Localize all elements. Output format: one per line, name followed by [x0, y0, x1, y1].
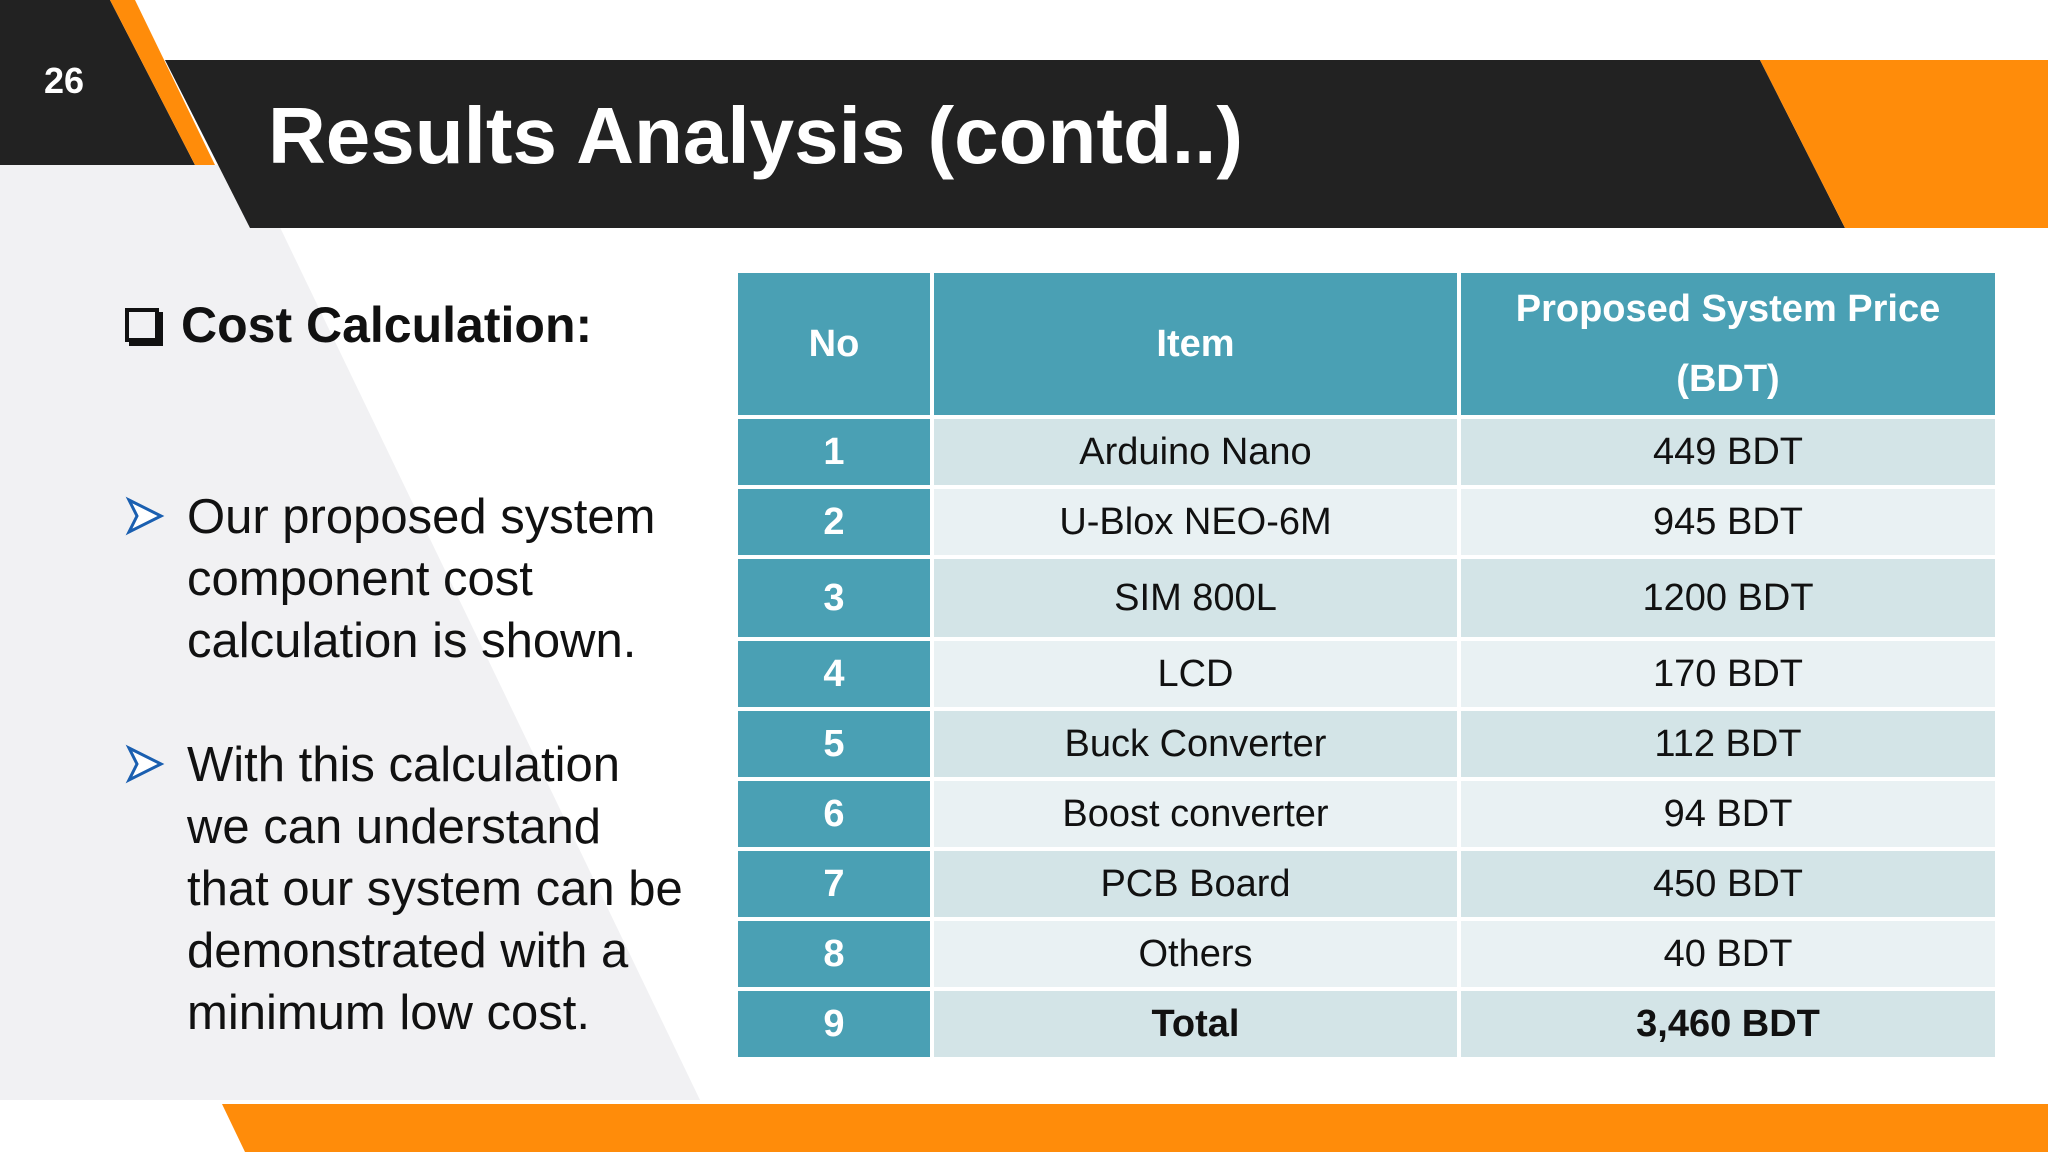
cell-price: 1200 BDT [1457, 555, 1999, 641]
arrow-bullet-icon [125, 496, 165, 536]
content-left: Cost Calculation: Our proposed system co… [125, 296, 685, 1044]
bottom-orange-bar [222, 1104, 2048, 1152]
cell-no: 3 [734, 555, 934, 641]
cell-item: Boost converter [930, 777, 1461, 851]
cell-no: 2 [734, 485, 934, 559]
cell-price: 170 BDT [1457, 637, 1999, 711]
corner-orange-stripe [110, 0, 215, 165]
title-bar [165, 60, 1845, 228]
table-row: 5 Buck Converter 112 BDT [734, 707, 1999, 781]
header-price: Proposed System Price (BDT) [1457, 269, 1999, 419]
title-orange-accent [1760, 60, 2048, 228]
cell-item: U-Blox NEO-6M [930, 485, 1461, 559]
cell-item: LCD [930, 637, 1461, 711]
header-item: Item [930, 269, 1461, 419]
cell-no: 8 [734, 917, 934, 991]
cell-item: Arduino Nano [930, 415, 1461, 489]
bullet-text: With this calculation we can understand … [187, 738, 683, 1040]
arrow-bullet-icon [125, 744, 165, 784]
header-no: No [734, 269, 934, 419]
table-header-row: No Item Proposed System Price (BDT) [734, 269, 1999, 419]
table-row: 8 Others 40 BDT [734, 917, 1999, 991]
cell-price: 945 BDT [1457, 485, 1999, 559]
cell-price: 3,460 BDT [1457, 987, 1999, 1061]
cell-no: 5 [734, 707, 934, 781]
cell-no: 7 [734, 847, 934, 921]
cost-table: No Item Proposed System Price (BDT) 1 Ar… [734, 269, 1999, 1061]
table-row: 6 Boost converter 94 BDT [734, 777, 1999, 851]
table-row: 3 SIM 800L 1200 BDT [734, 555, 1999, 641]
cell-price: 449 BDT [1457, 415, 1999, 489]
cell-no: 1 [734, 415, 934, 489]
cell-price: 112 BDT [1457, 707, 1999, 781]
bullet-item: With this calculation we can understand … [125, 734, 685, 1044]
cell-item: PCB Board [930, 847, 1461, 921]
bullet-text: Our proposed system component cost calcu… [187, 490, 656, 668]
table-total-row: 9 Total 3,460 BDT [734, 987, 1999, 1061]
bullet-item: Our proposed system component cost calcu… [125, 486, 685, 672]
corner-dark-block [0, 0, 195, 165]
cell-item: SIM 800L [930, 555, 1461, 641]
cell-price: 94 BDT [1457, 777, 1999, 851]
cell-price: 40 BDT [1457, 917, 1999, 991]
table-row: 2 U-Blox NEO-6M 945 BDT [734, 485, 1999, 559]
section-heading-text: Cost Calculation: [181, 297, 593, 353]
cell-item: Others [930, 917, 1461, 991]
cell-no: 4 [734, 637, 934, 711]
cell-price: 450 BDT [1457, 847, 1999, 921]
page-title: Results Analysis (contd..) [268, 91, 1243, 180]
cell-no: 9 [734, 987, 934, 1061]
table-row: 7 PCB Board 450 BDT [734, 847, 1999, 921]
table-row: 1 Arduino Nano 449 BDT [734, 415, 1999, 489]
table-row: 4 LCD 170 BDT [734, 637, 1999, 711]
section-heading: Cost Calculation: [125, 296, 685, 354]
left-light-panel [0, 165, 700, 1100]
cell-item: Total [930, 987, 1461, 1061]
slide-number: 26 [44, 60, 85, 101]
cell-no: 6 [734, 777, 934, 851]
cell-item: Buck Converter [930, 707, 1461, 781]
checkbox-square-icon [125, 308, 159, 342]
